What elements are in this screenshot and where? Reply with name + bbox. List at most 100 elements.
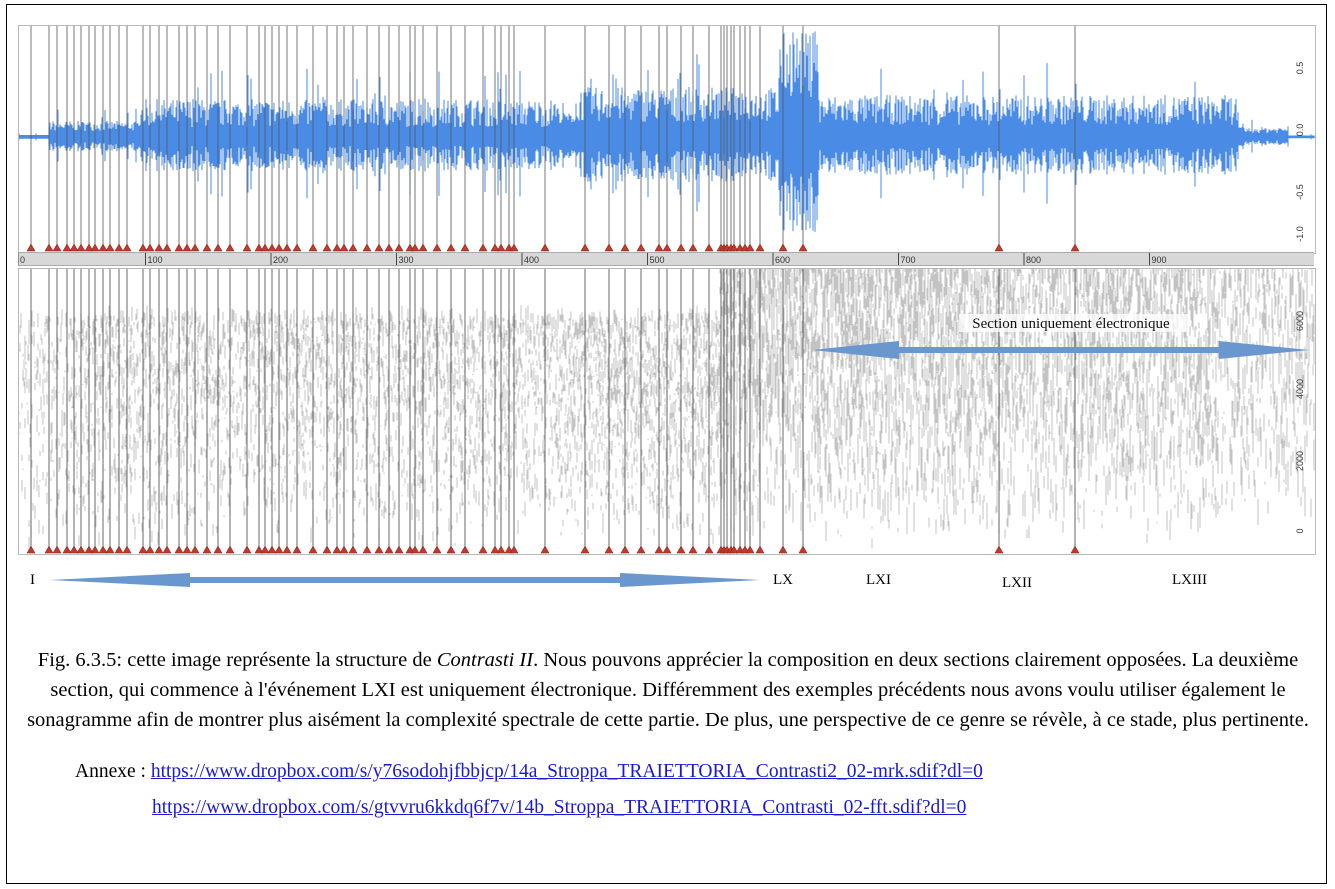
ruler-tick-label: 900 — [1152, 255, 1167, 265]
annexe-label: Annexe : — [75, 761, 151, 782]
wave-marker — [1070, 243, 1080, 252]
spec-marker — [478, 545, 488, 554]
wave-marker — [478, 243, 488, 252]
spec-marker — [496, 545, 506, 554]
spectrogram-texture — [19, 269, 1315, 549]
acoustic-section-arrow — [50, 573, 760, 587]
spec-marker — [105, 545, 115, 554]
spectrogram-panel: 6000 4000 2000 0 Section uniquement électron… — [18, 268, 1316, 555]
wave-marker — [620, 243, 630, 252]
wave-marker — [509, 243, 519, 252]
wave-marker — [282, 243, 292, 252]
spec-marker — [460, 545, 470, 554]
wave-marker — [52, 243, 62, 252]
wave-marker — [260, 243, 270, 252]
spec-marker — [182, 545, 192, 554]
waveform-trace — [19, 31, 1315, 232]
spec-overlay-label: Section uniquement électronique — [972, 316, 1170, 332]
spec-marker — [636, 545, 646, 554]
overlay-label-bg — [959, 314, 1189, 332]
wave-marker — [162, 243, 172, 252]
ruler-tick-label: 700 — [901, 255, 916, 265]
wave-marker — [242, 243, 252, 252]
wave-marker — [190, 243, 200, 252]
spec-marker — [292, 545, 302, 554]
section-label-lxiii: LXIII — [1172, 572, 1207, 588]
spec-marker — [688, 545, 698, 554]
spec-marker — [190, 545, 200, 554]
wave-marker — [676, 243, 686, 252]
spec-marker — [202, 545, 212, 554]
spec-marker — [604, 545, 614, 554]
spec-marker — [122, 545, 132, 554]
figure-frame — [6, 4, 1327, 884]
wave-axis-tick: -0.5 — [1295, 184, 1305, 200]
wave-marker — [114, 243, 124, 252]
spec-marker — [69, 545, 79, 554]
section-label-lxii: LXII — [1002, 575, 1032, 591]
spec-marker — [1070, 545, 1080, 554]
spec-marker — [26, 545, 36, 554]
wave-marker — [580, 243, 590, 252]
wave-axis-tick: -1.0 — [1295, 226, 1305, 242]
ruler-tick-label: 0 — [20, 255, 25, 265]
wave-marker — [145, 243, 155, 252]
wave-marker — [76, 243, 86, 252]
wave-marker — [636, 243, 646, 252]
wave-marker — [540, 243, 550, 252]
section-label-lx: LX — [773, 572, 793, 588]
wave-marker — [138, 243, 148, 252]
spec-marker — [145, 545, 155, 554]
spec-marker — [52, 545, 62, 554]
wave-marker — [490, 243, 500, 252]
wave-marker — [729, 243, 739, 252]
spec-marker — [432, 545, 442, 554]
wave-marker — [122, 243, 132, 252]
spec-marker — [348, 545, 358, 554]
ruler-tick-label: 100 — [148, 255, 163, 265]
spec-axis-tick: 4000 — [1295, 379, 1305, 399]
wave-marker — [202, 243, 212, 252]
wave-marker — [432, 243, 442, 252]
ruler-tick-label: 800 — [1026, 255, 1041, 265]
wave-marker — [322, 243, 332, 252]
wave-marker — [348, 243, 358, 252]
spec-marker — [778, 545, 788, 554]
wave-marker — [90, 243, 100, 252]
spec-marker — [509, 545, 519, 554]
spec-marker — [274, 545, 284, 554]
wave-marker — [274, 243, 284, 252]
annexe-link-2[interactable]: https://www.dropbox.com/s/gtvvru6kkdq6f7… — [152, 797, 967, 818]
spec-marker — [308, 545, 318, 554]
wave-marker — [69, 243, 79, 252]
spec-marker — [704, 545, 714, 554]
spec-axis-tick: 2000 — [1295, 451, 1305, 471]
wave-marker — [308, 243, 318, 252]
spec-marker — [162, 545, 172, 554]
wave-marker — [98, 243, 108, 252]
wave-marker — [446, 243, 456, 252]
spec-marker — [446, 545, 456, 554]
annexe-link-1[interactable]: https://www.dropbox.com/s/y76sodohjfbbjc… — [150, 761, 983, 782]
ruler-tick-label: 200 — [273, 255, 288, 265]
spec-marker — [225, 545, 235, 554]
wave-marker — [384, 243, 394, 252]
spec-marker — [254, 545, 264, 554]
spec-marker — [620, 545, 630, 554]
spec-marker — [755, 545, 765, 554]
wave-marker — [105, 243, 115, 252]
spec-marker — [322, 545, 332, 554]
ruler-tick-label: 400 — [524, 255, 539, 265]
wave-marker — [374, 243, 384, 252]
spec-marker — [213, 545, 223, 554]
spec-marker — [138, 545, 148, 554]
wave-marker — [62, 243, 72, 252]
annexe-line-2: https://www.dropbox.com/s/gtvvru6kkdq6f7… — [152, 797, 966, 819]
wave-marker — [154, 243, 164, 252]
wave-marker — [654, 243, 664, 252]
wave-marker — [84, 243, 94, 252]
wave-marker — [410, 243, 420, 252]
spec-marker — [374, 545, 384, 554]
time-ruler-ticks: 0 100 200 300 400 500 600 700 800 900 — [18, 253, 1167, 265]
ruler-tick-label: 600 — [775, 255, 790, 265]
